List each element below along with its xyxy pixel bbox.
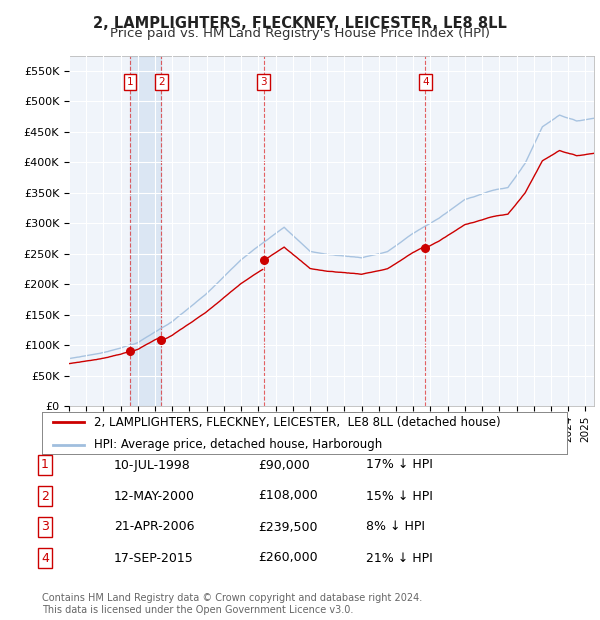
Text: 3: 3 bbox=[260, 77, 267, 87]
Text: 17% ↓ HPI: 17% ↓ HPI bbox=[366, 459, 433, 471]
Text: Contains HM Land Registry data © Crown copyright and database right 2024.
This d: Contains HM Land Registry data © Crown c… bbox=[42, 593, 422, 615]
Text: 2: 2 bbox=[41, 490, 49, 502]
Text: £108,000: £108,000 bbox=[258, 490, 318, 502]
Text: 1: 1 bbox=[41, 459, 49, 471]
Text: 17-SEP-2015: 17-SEP-2015 bbox=[114, 552, 194, 564]
Text: 8% ↓ HPI: 8% ↓ HPI bbox=[366, 521, 425, 533]
Text: 4: 4 bbox=[422, 77, 429, 87]
Text: 4: 4 bbox=[41, 552, 49, 564]
Text: £260,000: £260,000 bbox=[258, 552, 317, 564]
Text: 2: 2 bbox=[158, 77, 165, 87]
Text: 2, LAMPLIGHTERS, FLECKNEY, LEICESTER,  LE8 8LL (detached house): 2, LAMPLIGHTERS, FLECKNEY, LEICESTER, LE… bbox=[95, 416, 501, 428]
Text: £90,000: £90,000 bbox=[258, 459, 310, 471]
Text: HPI: Average price, detached house, Harborough: HPI: Average price, detached house, Harb… bbox=[95, 438, 383, 451]
Text: 2, LAMPLIGHTERS, FLECKNEY, LEICESTER, LE8 8LL: 2, LAMPLIGHTERS, FLECKNEY, LEICESTER, LE… bbox=[93, 16, 507, 30]
Text: £239,500: £239,500 bbox=[258, 521, 317, 533]
Text: 12-MAY-2000: 12-MAY-2000 bbox=[114, 490, 195, 502]
Bar bbox=[130, 56, 161, 406]
Text: 21-APR-2006: 21-APR-2006 bbox=[114, 521, 194, 533]
Text: 3: 3 bbox=[41, 521, 49, 533]
Text: 1: 1 bbox=[127, 77, 133, 87]
Text: 10-JUL-1998: 10-JUL-1998 bbox=[114, 459, 191, 471]
Text: 15% ↓ HPI: 15% ↓ HPI bbox=[366, 490, 433, 502]
Text: 21% ↓ HPI: 21% ↓ HPI bbox=[366, 552, 433, 564]
Text: Price paid vs. HM Land Registry's House Price Index (HPI): Price paid vs. HM Land Registry's House … bbox=[110, 27, 490, 40]
